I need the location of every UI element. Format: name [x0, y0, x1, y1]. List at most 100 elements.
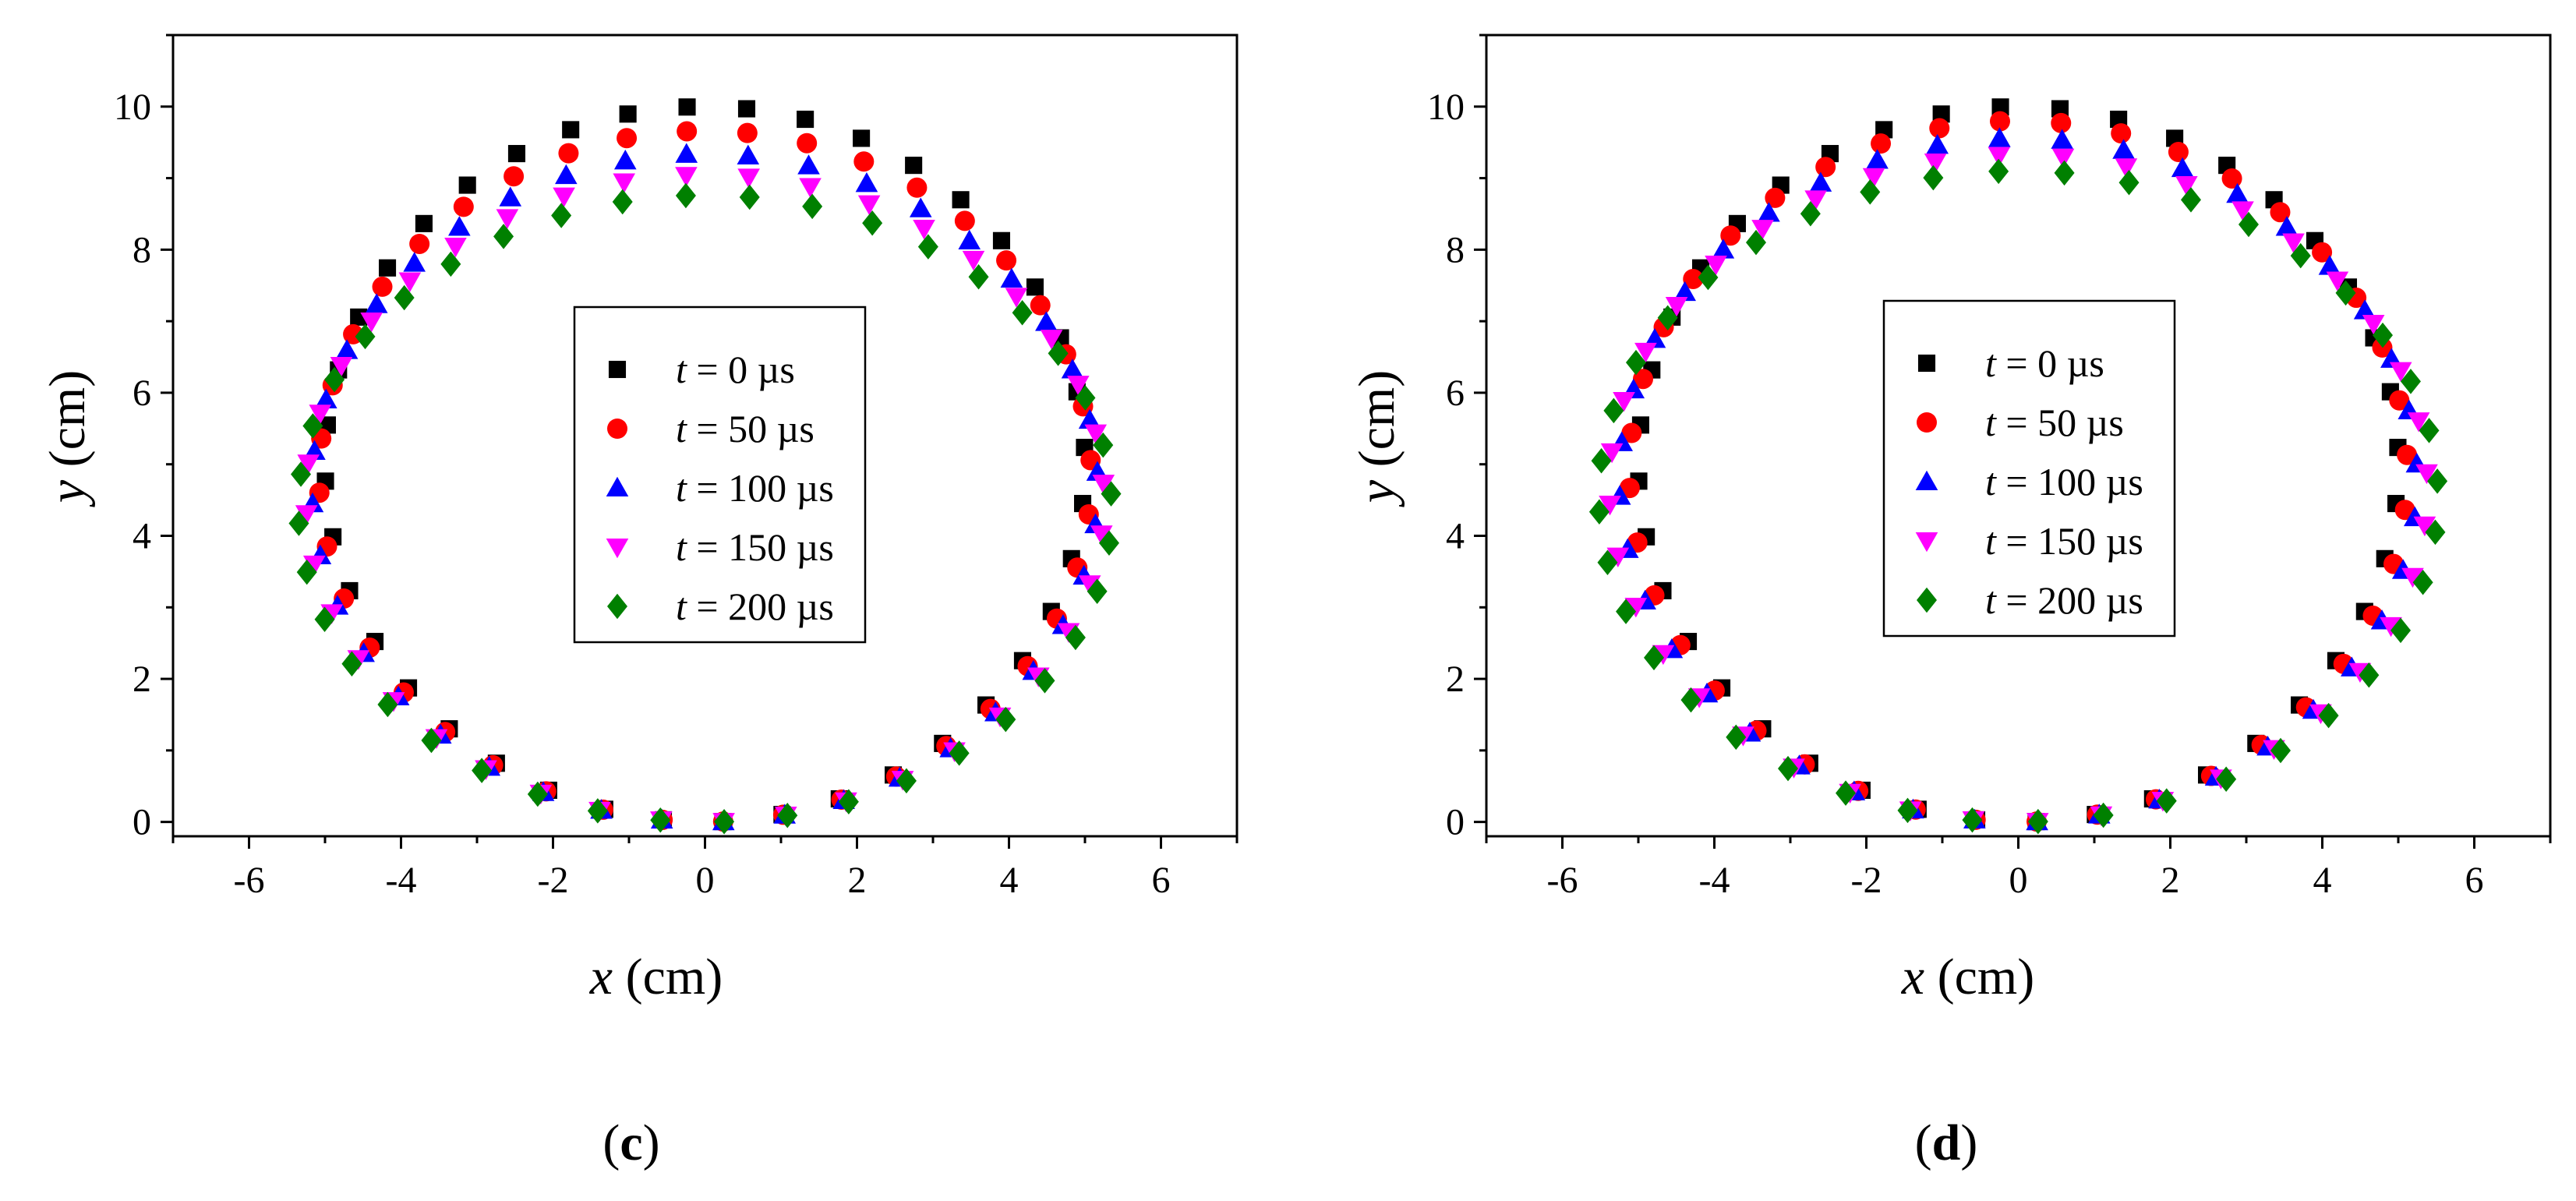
legend-marker — [607, 593, 627, 620]
data-point — [1778, 755, 1799, 782]
data-point — [372, 276, 393, 297]
data-point — [558, 143, 579, 164]
legend-item: t = 100 µs — [1915, 460, 2143, 503]
legend-marker — [1917, 587, 1937, 613]
data-point — [562, 121, 580, 139]
data-point — [992, 231, 1011, 249]
data-point — [1078, 408, 1101, 429]
data-point — [1067, 376, 1090, 396]
data-point — [962, 250, 985, 271]
data-point — [2054, 160, 2075, 186]
data-point — [458, 176, 476, 194]
y-tick-label: 10 — [114, 87, 151, 128]
legend-label: t = 200 µs — [676, 585, 834, 628]
data-point — [799, 178, 822, 198]
data-point — [613, 173, 635, 193]
data-point — [909, 197, 932, 217]
data-point — [913, 219, 935, 240]
data-point — [1040, 330, 1063, 350]
data-point — [797, 111, 814, 129]
data-point — [952, 191, 970, 209]
data-point — [1034, 668, 1055, 694]
data-point — [1924, 154, 1947, 174]
data-point — [415, 214, 433, 232]
data-point — [1862, 168, 1885, 189]
data-point — [365, 293, 388, 313]
legend-item: t = 150 µs — [1915, 519, 2143, 563]
y-axis-title: y (cm) — [1348, 370, 1405, 507]
data-point — [1926, 133, 1949, 154]
x-tick-label: 2 — [848, 860, 867, 901]
data-point — [394, 284, 415, 311]
data-point — [409, 233, 430, 254]
data-point — [2335, 280, 2356, 306]
data-point — [398, 272, 422, 292]
data-point — [678, 98, 696, 116]
data-point — [2093, 802, 2114, 828]
legend-marker — [1915, 532, 1938, 553]
data-point — [309, 404, 332, 425]
data-point — [1665, 297, 1688, 317]
data-point — [1098, 530, 1119, 556]
data-point — [954, 210, 975, 231]
data-point — [1745, 229, 1766, 256]
data-point — [1804, 190, 1827, 210]
data-point — [1726, 724, 1747, 751]
data-point — [587, 798, 608, 824]
data-point — [1962, 807, 1983, 833]
data-point — [504, 166, 525, 187]
data-point — [2427, 468, 2448, 494]
legend-label: t = 150 µs — [1985, 519, 2143, 563]
data-point — [1625, 349, 1646, 376]
legend-marker — [607, 419, 627, 439]
data-point — [2221, 168, 2242, 189]
data-point — [1061, 359, 1084, 379]
data-point — [2275, 216, 2299, 236]
y-axis-title: y (cm) — [39, 370, 96, 507]
data-point — [1591, 447, 1612, 474]
data-point — [613, 149, 637, 170]
data-point — [297, 454, 320, 475]
data-point — [1624, 598, 1648, 618]
panel-label-d: (d) — [1915, 1114, 1978, 1171]
legend-label: t = 150 µs — [676, 525, 834, 569]
data-point — [996, 250, 1017, 271]
x-tick-label: -6 — [234, 860, 265, 901]
data-point — [1751, 220, 1774, 240]
data-point — [2400, 369, 2421, 394]
x-tick-label: -2 — [1851, 860, 1882, 901]
data-point — [2372, 322, 2393, 348]
data-point — [1698, 264, 1719, 291]
data-point — [330, 356, 353, 377]
x-tick-label: 4 — [2313, 860, 2332, 901]
data-point — [1075, 385, 1096, 411]
data-point — [2407, 412, 2430, 433]
data-point — [1005, 288, 1028, 308]
data-point — [2425, 519, 2446, 546]
legend-item: t = 100 µs — [606, 466, 834, 510]
y-tick-label: 4 — [133, 516, 151, 557]
data-point — [1030, 295, 1051, 316]
data-point — [1758, 202, 1780, 222]
data-point — [2216, 766, 2237, 793]
data-point — [377, 691, 398, 718]
x-axis-title: x (cm) — [1901, 948, 2034, 1005]
legend-label: t = 50 µs — [1985, 401, 2124, 444]
data-point — [675, 182, 696, 209]
data-point — [777, 803, 798, 828]
series-4 — [1588, 158, 2448, 835]
data-point — [2051, 100, 2069, 118]
data-point — [737, 168, 760, 189]
data-point — [612, 189, 633, 215]
data-point — [1657, 305, 1678, 330]
data-point — [2362, 314, 2385, 335]
data-point — [855, 172, 878, 193]
data-point — [1078, 575, 1101, 595]
data-point — [1035, 311, 1058, 331]
data-point — [838, 789, 859, 814]
legend-item: t = 50 µs — [607, 407, 814, 450]
data-point — [1991, 98, 2009, 116]
data-point — [797, 154, 820, 175]
data-point — [302, 413, 323, 439]
data-point — [295, 505, 318, 525]
